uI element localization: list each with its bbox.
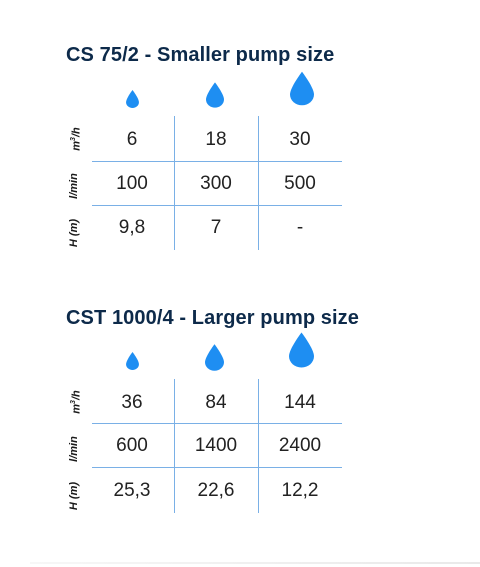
table-cell: 1400 <box>194 435 238 456</box>
water-drop-medium-icon <box>205 344 224 371</box>
table-cell: 25,3 <box>113 480 151 501</box>
row-label-lmin: l/min <box>68 436 80 462</box>
table-cell: 300 <box>200 173 232 194</box>
grid-line <box>258 379 260 513</box>
pump-table-cst-1000-4: CST 1000/4 - Larger pump size m3/h l/min… <box>0 307 480 547</box>
row-label-head: H (m) <box>68 218 80 248</box>
table-cell: 12,2 <box>281 480 319 501</box>
table-cell: 36 <box>121 392 143 413</box>
grid-line <box>92 423 342 425</box>
table-cell: - <box>296 217 304 238</box>
section-title: CST 1000/4 - Larger pump size <box>66 307 359 329</box>
divider <box>30 562 480 564</box>
grid-line <box>174 379 176 513</box>
table-cell: 6 <box>126 129 138 150</box>
grid-line <box>92 467 342 469</box>
table-cell: 144 <box>284 392 316 413</box>
grid-line <box>258 116 260 250</box>
table-cell: 30 <box>289 129 311 150</box>
table-cell: 7 <box>210 217 222 238</box>
water-drop-large-icon <box>289 332 314 368</box>
table-cell: 600 <box>116 435 148 456</box>
water-drop-medium-icon <box>206 82 224 108</box>
pump-table-cs-75-2: CS 75/2 - Smaller pump size m3/h l/min H… <box>0 44 480 284</box>
grid-line <box>174 116 176 250</box>
table-cell: 2400 <box>278 435 322 456</box>
water-drop-small-icon <box>126 90 139 108</box>
row-label-head: H (m) <box>68 481 80 511</box>
row-label-m3h: m3/h <box>70 390 83 414</box>
row-label-lmin: l/min <box>68 173 80 199</box>
table-cell: 100 <box>116 173 148 194</box>
water-drop-small-icon <box>126 352 139 370</box>
table-cell: 9,8 <box>118 217 146 238</box>
grid-line <box>92 205 342 207</box>
table-cell: 500 <box>284 173 316 194</box>
table-cell: 18 <box>205 129 227 150</box>
row-label-m3h: m3/h <box>70 127 83 151</box>
grid-line <box>92 161 342 163</box>
table-cell: 84 <box>205 392 227 413</box>
section-title: CS 75/2 - Smaller pump size <box>66 44 335 66</box>
water-drop-large-icon <box>290 71 314 106</box>
table-cell: 22,6 <box>197 480 235 501</box>
